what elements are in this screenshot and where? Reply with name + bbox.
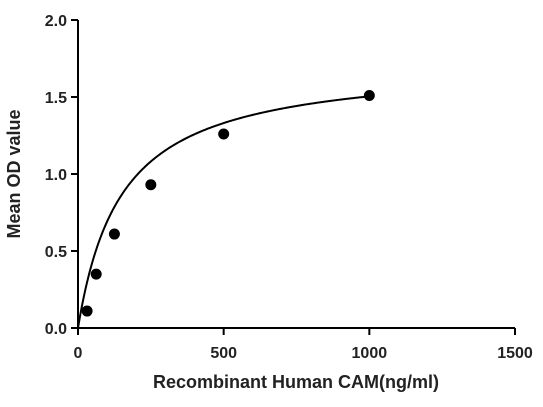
x-axis-ticks: 0 500 1000 1500 bbox=[74, 328, 533, 362]
x-axis-title: Recombinant Human CAM(ng/ml) bbox=[153, 372, 439, 392]
data-point bbox=[108, 228, 120, 240]
x-tick-label: 0 bbox=[74, 345, 83, 362]
y-tick-label: 2.0 bbox=[45, 13, 67, 30]
data-point bbox=[81, 305, 93, 317]
y-tick-label: 1.0 bbox=[45, 167, 67, 184]
y-tick-label: 0.5 bbox=[45, 244, 67, 261]
x-tick-label: 1000 bbox=[352, 345, 388, 362]
y-axis-title: Mean OD value bbox=[4, 109, 24, 238]
data-point bbox=[363, 89, 375, 101]
data-point bbox=[145, 179, 157, 191]
data-point bbox=[90, 268, 102, 280]
x-tick-label: 500 bbox=[210, 345, 237, 362]
fit-curve bbox=[77, 95, 370, 329]
x-tick-label: 1500 bbox=[497, 345, 533, 362]
y-tick-label: 0.0 bbox=[45, 321, 67, 338]
y-axis-ticks: 0.0 0.5 1.0 1.5 2.0 bbox=[45, 13, 78, 338]
data-point bbox=[218, 128, 230, 140]
y-tick-label: 1.5 bbox=[45, 90, 67, 107]
plot-area bbox=[77, 89, 375, 329]
